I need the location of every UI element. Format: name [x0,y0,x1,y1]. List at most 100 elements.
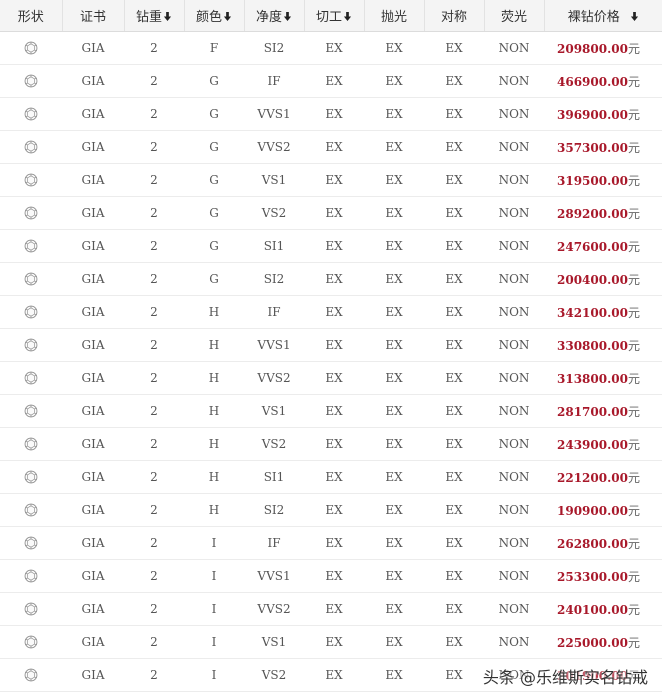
header-polish: 抛光 [364,0,425,32]
header-color[interactable]: 颜色 [184,0,245,32]
cell-polish: EX [364,427,424,461]
table-row[interactable]: GIA 2 G IF EX EX EX NON 466900.00元 [0,64,662,98]
cell-cert: GIA [62,64,124,98]
cell-cert: GIA [62,658,124,692]
cell-fluor: NON [484,196,544,230]
cell-cert: GIA [62,295,124,329]
cell-symmetry: EX [424,97,484,131]
cell-carat: 2 [124,262,184,296]
cell-price: 281700.00元 [544,394,662,428]
cell-carat: 2 [124,460,184,494]
sort-down-arrow-icon[interactable] [163,12,172,24]
cell-cut: EX [304,361,364,395]
cell-cut: EX [304,658,364,692]
price-unit: 元 [627,206,640,221]
round-diamond-icon [24,404,38,418]
cell-clarity: VS2 [244,427,304,461]
header-cut[interactable]: 切工 [304,0,365,32]
round-diamond-icon [24,602,38,616]
cell-carat: 2 [124,196,184,230]
header-label: 净度 [255,10,282,25]
price-value: 190900.00 [557,503,628,518]
cell-symmetry: EX [424,31,484,65]
cell-price: 221200.00元 [544,460,662,494]
price-value: 289200.00 [557,206,628,221]
header-label: 形状 [17,10,44,25]
cell-cert: GIA [62,559,124,593]
table-row[interactable]: GIA 2 G VS1 EX EX EX NON 319500.00元 [0,163,662,197]
table-row[interactable]: GIA 2 I VS1 EX EX EX NON 225000.00元 [0,625,662,659]
round-diamond-icon [24,305,38,319]
cell-polish: EX [364,394,424,428]
cell-cert: GIA [62,625,124,659]
table-row[interactable]: GIA 2 H VVS1 EX EX EX NON 330800.00元 [0,328,662,362]
price-value: 209800.00 [557,41,628,56]
cell-fluor: NON [484,163,544,197]
round-diamond-icon [24,536,38,550]
cell-cut: EX [304,163,364,197]
cell-symmetry: EX [424,295,484,329]
header-carat[interactable]: 钻重 [124,0,185,32]
table-row[interactable]: GIA 2 G VVS1 EX EX EX NON 396900.00元 [0,97,662,131]
cell-symmetry: EX [424,559,484,593]
cell-clarity: VS1 [244,163,304,197]
cell-fluor: NON [484,493,544,527]
cell-cut: EX [304,328,364,362]
cell-carat: 2 [124,31,184,65]
header-price[interactable]: 裸钻价格 [544,0,662,32]
table-row[interactable]: GIA 2 H VS1 EX EX EX NON 281700.00元 [0,394,662,428]
cell-symmetry: EX [424,460,484,494]
cell-cut: EX [304,130,364,164]
table-row[interactable]: GIA 2 I VVS2 EX EX EX NON 240100.00元 [0,592,662,626]
cell-price: 247600.00元 [544,229,662,263]
cell-symmetry: EX [424,625,484,659]
cell-color: H [184,328,244,362]
cell-polish: EX [364,592,424,626]
cell-shape [0,493,62,527]
table-row[interactable]: GIA 2 I VVS1 EX EX EX NON 253300.00元 [0,559,662,593]
header-shape: 形状 [0,0,63,32]
table-row[interactable]: GIA 2 I IF EX EX EX NON 262800.00元 [0,526,662,560]
price-unit: 元 [627,140,640,155]
cell-cut: EX [304,625,364,659]
cell-cert: GIA [62,328,124,362]
table-row[interactable]: GIA 2 H SI1 EX EX EX NON 221200.00元 [0,460,662,494]
cell-shape [0,64,62,98]
cell-polish: EX [364,526,424,560]
header-clarity[interactable]: 净度 [244,0,305,32]
table-row[interactable]: GIA 2 G SI1 EX EX EX NON 247600.00元 [0,229,662,263]
price-value: 201900.00 [557,668,628,683]
price-value: 200400.00 [557,272,628,287]
table-row[interactable]: GIA 2 H VVS2 EX EX EX NON 313800.00元 [0,361,662,395]
cell-cert: GIA [62,526,124,560]
table-row[interactable]: GIA 2 G SI2 EX EX EX NON 200400.00元 [0,262,662,296]
table-row[interactable]: GIA 2 H SI2 EX EX EX NON 190900.00元 [0,493,662,527]
cell-carat: 2 [124,427,184,461]
cell-clarity: VVS1 [244,97,304,131]
table-row[interactable]: GIA 2 G VS2 EX EX EX NON 289200.00元 [0,196,662,230]
sort-down-arrow-icon[interactable] [223,12,232,24]
sort-down-arrow-icon[interactable] [283,12,292,24]
cell-cut: EX [304,427,364,461]
cell-clarity: SI2 [244,493,304,527]
cell-polish: EX [364,97,424,131]
cell-fluor: NON [484,526,544,560]
cell-carat: 2 [124,559,184,593]
table-row[interactable]: GIA 2 G VVS2 EX EX EX NON 357300.00元 [0,130,662,164]
table-row[interactable]: GIA 2 H VS2 EX EX EX NON 243900.00元 [0,427,662,461]
cell-shape [0,394,62,428]
sort-down-arrow-icon[interactable] [630,12,639,24]
cell-cut: EX [304,31,364,65]
round-diamond-icon [24,41,38,55]
cell-color: H [184,361,244,395]
sort-down-arrow-icon[interactable] [343,12,352,24]
cell-cert: GIA [62,460,124,494]
table-row[interactable]: GIA 2 F SI2 EX EX EX NON 209800.00元 [0,31,662,65]
cell-price: 319500.00元 [544,163,662,197]
table-row[interactable]: GIA 2 H IF EX EX EX NON 342100.00元 [0,295,662,329]
cell-price: 243900.00元 [544,427,662,461]
cell-cert: GIA [62,196,124,230]
table-header-row: 形状 证书 钻重 颜色 净度 切工 抛光 对称 荧光 裸钻价格 [0,0,662,32]
table-row[interactable]: GIA 2 I VS2 EX EX EX NON 201900.00元 [0,658,662,692]
price-value: 262800.00 [557,536,628,551]
